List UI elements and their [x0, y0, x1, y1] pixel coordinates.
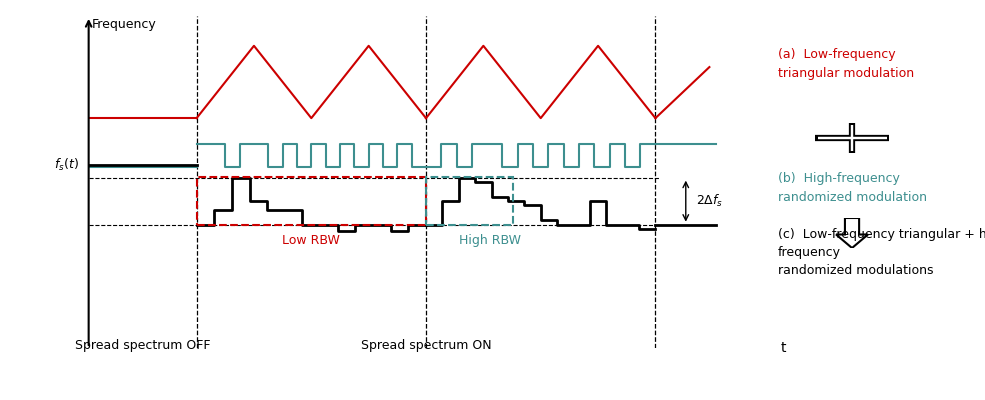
Text: $f_s(t)$: $f_s(t)$	[53, 157, 79, 173]
Text: Low RBW: Low RBW	[283, 234, 340, 247]
Bar	[427, 177, 513, 226]
Text: Spread spectrum OFF: Spread spectrum OFF	[75, 340, 211, 352]
Text: (c)  Low-frequency triangular + high-
frequency
randomized modulations: (c) Low-frequency triangular + high- fre…	[778, 228, 985, 277]
Text: $2\Delta f_s$: $2\Delta f_s$	[695, 193, 723, 209]
Text: t: t	[780, 341, 786, 355]
Bar	[197, 177, 427, 226]
Text: Spread spectrum ON: Spread spectrum ON	[361, 340, 492, 352]
Text: (a)  Low-frequency
triangular modulation: (a) Low-frequency triangular modulation	[778, 48, 914, 80]
Text: (b)  High-frequency
randomized modulation: (b) High-frequency randomized modulation	[778, 172, 927, 204]
Text: Frequency: Frequency	[92, 18, 157, 31]
Text: High RBW: High RBW	[459, 234, 521, 247]
